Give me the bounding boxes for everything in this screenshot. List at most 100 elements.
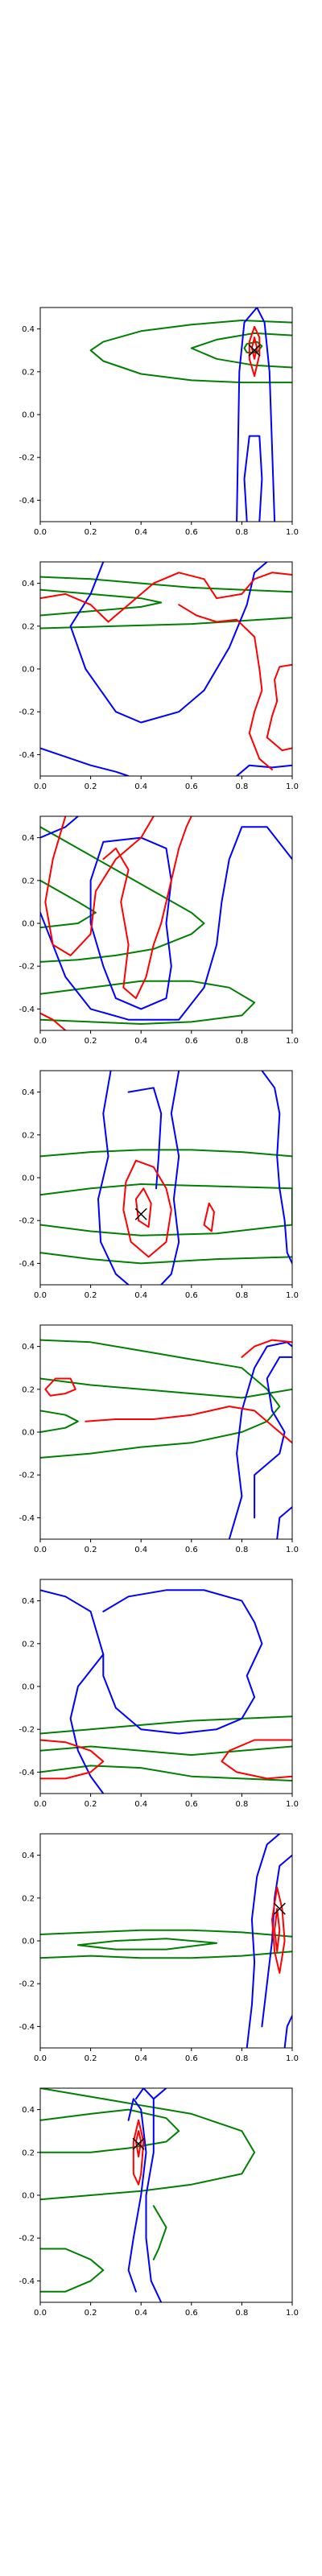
x-tick-label: 0.8 xyxy=(235,2054,248,2063)
blue-contour-line xyxy=(134,2088,163,2302)
x-tick-label: 0.4 xyxy=(134,1800,147,1809)
plot-area xyxy=(40,2088,256,2302)
panel-3: 0.0 0.2 0.4 0.6 0.8 1.0 -0.4 -0.2 0.0 0.2 0.4 xyxy=(19,815,299,1046)
x-marker xyxy=(132,2137,145,2150)
y-tick-label: 0.4 xyxy=(22,1088,35,1097)
x-tick-label: 1.0 xyxy=(286,2309,299,2318)
y-tick-label: -0.4 xyxy=(19,1514,35,1523)
y-tick-label: 0.4 xyxy=(22,1597,35,1606)
blue-contour-line xyxy=(40,1589,105,1794)
x-tick-label: 1.0 xyxy=(286,782,299,791)
green-contour-line xyxy=(40,1951,292,1959)
blue-contour-line xyxy=(127,1087,163,1190)
blue-contour-line xyxy=(89,836,172,1010)
blue-contour-line xyxy=(97,1071,130,1285)
x-tick-label: 0.0 xyxy=(34,782,47,791)
green-contour-line xyxy=(40,1339,281,1459)
y-tick-label: 0.2 xyxy=(22,1894,35,1903)
y-tick-label: 0.4 xyxy=(22,325,35,334)
panel-1: 0.0 0.2 0.4 0.6 0.8 1.0 -0.4 -0.2 0.0 0.2 0.4 xyxy=(19,307,299,537)
green-contour-line xyxy=(40,1929,292,1938)
plot-area xyxy=(40,562,292,776)
y-tick-label: -0.2 xyxy=(19,2235,35,2244)
plot-area xyxy=(40,1834,292,2048)
green-contour-line xyxy=(40,588,163,617)
x-marker-stroke xyxy=(134,1208,147,1220)
x-tick-label: 0.0 xyxy=(34,528,47,537)
blue-contour-line xyxy=(228,1341,292,1539)
x-tick-label: 0.8 xyxy=(235,1037,248,1046)
x-tick-label: 1.0 xyxy=(286,1037,299,1046)
plot-area xyxy=(40,1339,292,1539)
green-contour-line xyxy=(40,2108,180,2153)
red-contour-line xyxy=(241,1339,292,1358)
y-tick-label: 0.4 xyxy=(22,1852,35,1860)
x-marker xyxy=(248,344,261,357)
y-tick-label: -0.2 xyxy=(19,1980,35,1989)
x-tick-label: 0.8 xyxy=(235,1546,248,1554)
x-tick-label: 0.4 xyxy=(134,1037,147,1046)
red-contour-line xyxy=(134,1187,152,1228)
x-marker xyxy=(134,1208,147,1220)
red-contour-line xyxy=(271,1886,286,1974)
blue-contour-line xyxy=(246,1834,281,2048)
red-contour-line xyxy=(221,1739,292,1780)
y-tick-label: -0.4 xyxy=(19,2277,35,2286)
x-tick-label: 0.6 xyxy=(185,1800,198,1809)
y-tick-label: -0.2 xyxy=(19,708,35,717)
blue-contour-line xyxy=(283,2015,292,2048)
red-contour-line xyxy=(122,1159,172,1258)
x-marker-stroke xyxy=(248,344,261,357)
green-contour-line xyxy=(40,826,205,963)
y-tick-label: -0.4 xyxy=(19,1005,35,1014)
x-tick-label: 0.8 xyxy=(235,2309,248,2318)
red-contour-line xyxy=(40,572,292,623)
green-contour-line xyxy=(190,332,292,369)
y-tick-label: 0.2 xyxy=(22,1640,35,1649)
x-tick-label: 0.6 xyxy=(185,2309,198,2318)
x-tick-label: 0.2 xyxy=(85,1800,97,1809)
red-contour-line xyxy=(178,604,273,770)
x-tick-label: 0.6 xyxy=(185,1037,198,1046)
x-marker-stroke xyxy=(132,2137,145,2150)
green-contour-line xyxy=(40,980,256,1025)
x-tick-label: 0.0 xyxy=(34,1291,47,1300)
x-tick-label: 0.8 xyxy=(235,1291,248,1300)
y-tick-label: -0.2 xyxy=(19,963,35,972)
y-tick-label: 0.0 xyxy=(22,1429,35,1438)
x-tick-label: 0.0 xyxy=(34,1546,47,1554)
x-tick-label: 0.2 xyxy=(85,528,97,537)
blue-contour-line xyxy=(243,435,263,522)
red-contour-line xyxy=(248,325,261,378)
y-tick-label: 0.0 xyxy=(22,2192,35,2201)
y-tick-label: -0.4 xyxy=(19,497,35,506)
y-tick-label: 0.4 xyxy=(22,1343,35,1352)
green-contour-line xyxy=(40,617,292,630)
x-tick-label: 0.4 xyxy=(134,1546,147,1554)
x-tick-label: 0.6 xyxy=(185,2054,198,2063)
y-tick-label: 0.2 xyxy=(22,368,35,377)
x-tick-label: 0.4 xyxy=(134,2309,147,2318)
blue-contour-line xyxy=(127,2098,147,2293)
axes-frame xyxy=(39,2087,293,2303)
x-tick-label: 1.0 xyxy=(286,2054,299,2063)
blue-contour-line xyxy=(40,816,79,839)
green-contour-line xyxy=(40,2248,105,2293)
x-tick-label: 0.8 xyxy=(235,1800,248,1809)
y-tick-label: -0.4 xyxy=(19,1769,35,1777)
red-contour-line xyxy=(44,1377,76,1397)
y-tick-label: -0.2 xyxy=(19,1217,35,1226)
x-tick-label: 0.8 xyxy=(235,782,248,791)
x-tick-label: 1.0 xyxy=(286,528,299,537)
x-tick-label: 0.0 xyxy=(34,1800,47,1809)
red-contour-line xyxy=(44,816,155,956)
blue-contour-line xyxy=(254,1356,292,1519)
y-tick-label: 0.0 xyxy=(22,1683,35,1692)
x-tick-label: 1.0 xyxy=(286,1800,299,1809)
x-tick-label: 0.6 xyxy=(185,1546,198,1554)
blue-contour-line xyxy=(276,1506,292,1539)
green-contour-line xyxy=(40,1183,292,1236)
red-contour-line xyxy=(132,2119,145,2186)
y-tick-label: -0.4 xyxy=(19,1260,35,1269)
red-contour-line xyxy=(40,1739,105,1780)
